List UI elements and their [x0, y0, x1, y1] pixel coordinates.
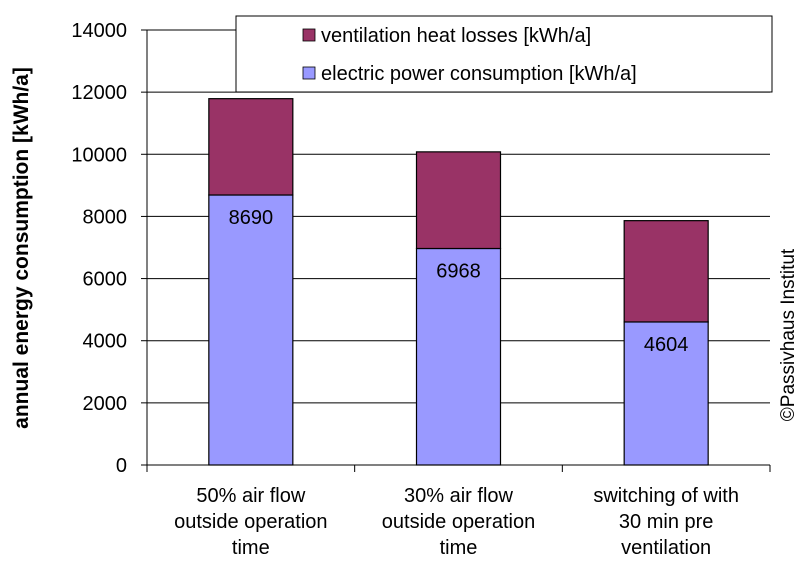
- data-label: 6968: [436, 260, 481, 282]
- y-tick-labels: 0 2000 4000 6000 8000 10000 12000 14000: [71, 20, 127, 477]
- bars: [208, 98, 709, 466]
- category-label-line: 50% air flow: [196, 485, 305, 507]
- legend-swatch-electric: [302, 66, 316, 80]
- category-label-line: ventilation: [621, 537, 711, 559]
- bar-segment-ventilation: [208, 98, 294, 196]
- bar-segment-ventilation: [623, 220, 709, 323]
- bar-segment-electric: [623, 321, 709, 466]
- y-tick-label: 4000: [83, 331, 128, 353]
- bar-segment-ventilation: [415, 151, 502, 250]
- data-labels: 8690 6968 4604: [229, 207, 689, 356]
- category-label-line: 30% air flow: [404, 485, 513, 507]
- y-tick-label: 8000: [83, 206, 128, 228]
- legend-swatch-ventilation: [302, 28, 316, 42]
- data-label: 8690: [229, 207, 274, 229]
- bar-segment-electric: [208, 194, 294, 466]
- category-label: 50% air flow outside operation time: [174, 485, 327, 559]
- y-tick-label: 14000: [71, 20, 127, 42]
- category-label: 30% air flow outside operation time: [382, 485, 535, 559]
- legend-label-ventilation: ventilation heat losses [kWh/a]: [321, 25, 591, 47]
- data-label: 4604: [644, 334, 689, 356]
- category-label-line: switching of with: [593, 485, 739, 507]
- category-label-line: outside operation: [382, 511, 535, 533]
- legend: ventilation heat losses [kWh/a] electric…: [235, 15, 773, 93]
- y-tick-label: 12000: [71, 82, 127, 104]
- y-tick-label: 10000: [71, 144, 127, 166]
- category-label-line: outside operation: [174, 511, 327, 533]
- credit-text: ©Passivhaus Institut: [778, 248, 799, 421]
- category-label: switching of with 30 min pre ventilation: [593, 485, 739, 559]
- y-axis-label: annual energy consumption [kWh/a]: [10, 67, 33, 429]
- category-label-line: time: [440, 537, 478, 559]
- bar-segment-electric: [415, 247, 502, 466]
- y-tick-label: 2000: [83, 393, 128, 415]
- axes: [141, 29, 771, 472]
- category-label-line: time: [232, 537, 270, 559]
- y-tick-label: 6000: [83, 269, 128, 291]
- legend-box: [235, 15, 773, 93]
- y-tick-label: 0: [116, 455, 127, 477]
- legend-label-electric: electric power consumption [kWh/a]: [321, 63, 637, 85]
- category-label-line: 30 min pre: [619, 511, 714, 533]
